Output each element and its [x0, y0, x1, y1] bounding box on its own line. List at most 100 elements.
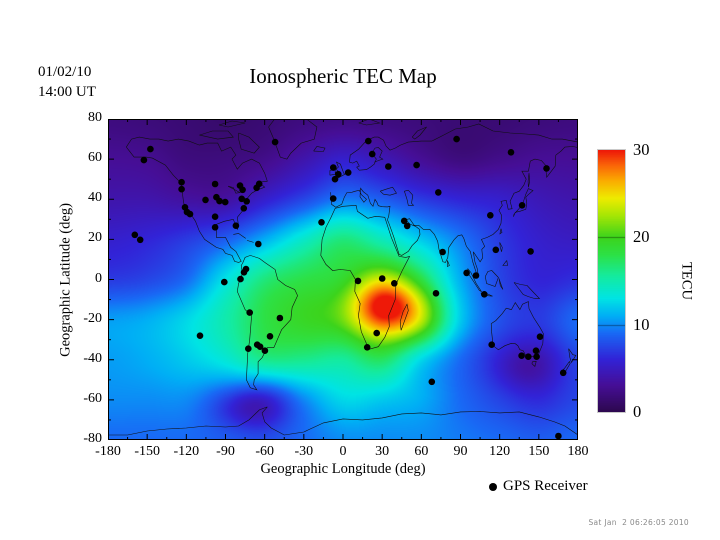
- colorbar-tick-label: 30: [633, 140, 650, 159]
- gps-receiver-dots: [131, 135, 567, 440]
- x-tick-label: 150: [528, 444, 550, 459]
- coastline-svalbard: [358, 119, 381, 126]
- gps-receiver-dot: [527, 248, 534, 255]
- gps-receiver-dot: [559, 369, 567, 377]
- gps-receiver-legend: GPS Receiver: [489, 478, 588, 495]
- gps-receiver-dot: [335, 170, 342, 178]
- coastline-iceland: [313, 146, 326, 152]
- coastline-sri_lanka: [447, 260, 450, 267]
- plot-title: Ionospheric TEC Map: [249, 64, 437, 88]
- gps-receiver-dot: [413, 161, 420, 169]
- gps-receiver-dot: [238, 195, 245, 203]
- colorbar: [597, 149, 626, 413]
- coastline-new_guinea: [513, 282, 541, 299]
- gps-receiver-dot: [186, 210, 194, 218]
- coastline-hispaniola: [246, 240, 254, 243]
- gps-receiver-dot: [232, 222, 240, 229]
- gps-receiver-dot: [256, 343, 264, 350]
- x-tick-label: -150: [134, 444, 160, 459]
- coastline-mindanao: [502, 260, 508, 266]
- coastline-caspian: [404, 189, 415, 206]
- coastline-luzon: [499, 242, 503, 252]
- gps-receiver-dot: [329, 195, 337, 202]
- coastline-tasmania: [531, 361, 537, 367]
- gps-receiver-dot: [518, 352, 525, 359]
- gps-receiver-dot: [463, 269, 470, 277]
- gps-receiver-dot: [246, 309, 253, 316]
- x-tick-label: -60: [255, 444, 274, 459]
- gps-receiver-dot: [487, 212, 494, 219]
- x-tick-label: -30: [294, 444, 314, 459]
- y-tick-label: 80: [88, 110, 102, 125]
- gps-receiver-dot: [140, 156, 148, 164]
- coastline-nz_north: [568, 348, 577, 364]
- coastline-antarctica: [108, 406, 578, 436]
- coastline-africa: [320, 204, 411, 350]
- gps-receiver-dot: [488, 341, 496, 348]
- colorbar-tick-label: 0: [633, 402, 642, 421]
- gps-receiver-dot: [196, 332, 204, 339]
- coastline-eurasia_arctic: [383, 123, 578, 151]
- x-tick-label: 60: [414, 444, 429, 459]
- gps-receiver-dot: [428, 378, 436, 386]
- coastline-australia: [490, 301, 544, 358]
- gps-receiver-dot: [555, 432, 562, 440]
- gps-receiver-dot: [330, 164, 337, 171]
- gps-receiver-dot: [318, 219, 325, 226]
- observation-date: 01/02/10: [38, 64, 92, 80]
- gps-receiver-dot: [472, 272, 480, 279]
- coastline-scandinavia: [349, 136, 384, 171]
- coastline-madagascar: [399, 303, 409, 331]
- gps-receiver-dot: [147, 145, 154, 153]
- gps-receiver-dot: [255, 240, 262, 248]
- y-tick-label: -60: [83, 390, 102, 406]
- gps-receiver-dot: [533, 353, 540, 360]
- x-tick-label: -120: [173, 444, 200, 459]
- y-tick-label: -40: [83, 350, 102, 366]
- coastline-great_lakes: [227, 185, 241, 194]
- gps-receiver-dot: [239, 186, 246, 194]
- gps-receiver-dot: [481, 291, 488, 298]
- x-tick-label: -90: [216, 444, 235, 459]
- gps-receiver-dot: [261, 347, 269, 354]
- x-axis-label: Geographic Longitude (deg): [260, 461, 426, 477]
- gps-receiver-dot: [202, 196, 209, 204]
- gps-receiver-dot: [432, 290, 440, 297]
- y-tick-label: -20: [83, 310, 102, 326]
- gps-receiver-dot: [178, 178, 185, 186]
- coastline-south_america: [236, 255, 298, 391]
- gps-receiver-dot: [532, 347, 540, 354]
- y-tick-label: 40: [88, 190, 102, 206]
- render-timestamp: Sat Jan 2 06:26:05 2010: [588, 518, 689, 527]
- plot-frame: [108, 119, 578, 440]
- x-tick-label: 0: [339, 444, 347, 459]
- colorbar-unit-label: TECU: [678, 262, 695, 300]
- gps-receiver-dot: [211, 213, 219, 220]
- coastline-cuba: [233, 233, 246, 239]
- y-tick-label: -80: [83, 431, 102, 446]
- coastline-baffin: [238, 132, 260, 154]
- coastline-eurasia_south: [330, 146, 578, 278]
- coastlines: [108, 119, 578, 436]
- observation-time: 14:00 UT: [38, 84, 96, 100]
- coastline-black_sea: [379, 186, 397, 196]
- gps-receiver-dot: [365, 137, 372, 145]
- gps-receiver-dot: [344, 169, 352, 176]
- x-tick-label: 180: [567, 444, 589, 459]
- gps-receiver-dot: [211, 180, 219, 188]
- gps-receiver-dot: [266, 333, 274, 340]
- gps-receiver-dot: [243, 198, 250, 205]
- gps-receiver-dot: [354, 277, 362, 285]
- gps-receiver-dot: [221, 278, 228, 286]
- colorbar-tick-label: 10: [633, 314, 650, 334]
- gps-receiver-dot: [245, 345, 252, 352]
- gps-receiver-legend-label: GPS Receiver: [503, 478, 588, 495]
- gps-receiver-dot: [131, 231, 139, 239]
- gps-receiver-dot: [276, 314, 284, 322]
- gps-receiver-dot: [385, 163, 392, 170]
- coastline-novaya_zemlya: [411, 126, 427, 140]
- x-tick-label: 120: [489, 444, 511, 459]
- gps-receiver-marker-icon: [489, 482, 497, 491]
- map-plot-area: [108, 119, 578, 440]
